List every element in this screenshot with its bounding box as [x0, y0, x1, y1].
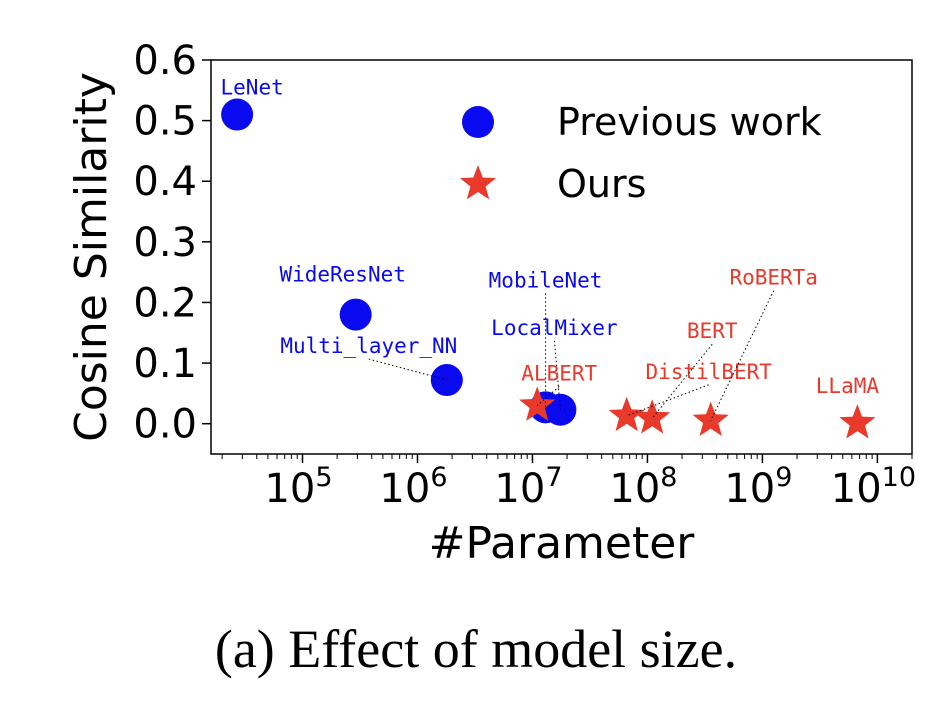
leader-line-distilbert: [626, 384, 709, 417]
axes: 0.0 0.1 0.2 0.3 0.4 0.5 0.6 105 106 107 108 109 1010: [133, 38, 916, 512]
y-axis-label: Cosine Similarity: [66, 72, 117, 442]
legend-entry-ours: Ours: [459, 162, 646, 206]
point-label-roberta: RoBERTa: [729, 266, 818, 290]
legend-star-marker: [459, 165, 497, 200]
point-label-wideresnet: WideResNet: [279, 263, 405, 287]
plot-frame: [210, 59, 913, 455]
point-labels: LeNet WideResNet Multi_layer_NN MobileNet Lo…: [221, 76, 880, 421]
x-tick-label: 1010: [831, 462, 916, 512]
point-label-localmixer: LocalMixer: [491, 316, 617, 340]
point-label-multi-layer-nn: Multi_layer_NN: [280, 334, 457, 358]
y-tick-label: 0.3: [133, 220, 197, 266]
y-tick-label: 0.1: [133, 341, 197, 387]
point-star-albert: [519, 386, 556, 421]
legend-entry-previous-work: Previous work: [462, 100, 822, 144]
point-circle-lenet: [221, 98, 254, 131]
point-label-mobilenet: MobileNet: [489, 268, 603, 292]
point-label-albert: ALBERT: [521, 362, 597, 386]
point-star-roberta: [692, 401, 729, 437]
figure-caption: (a) Effect of model size.: [214, 619, 738, 679]
point-star-distilbert: [608, 396, 645, 432]
model-size-scatter-chart: LeNet WideResNet Multi_layer_NN MobileNet Lo…: [66, 38, 916, 569]
y-tick-label: 0.2: [133, 280, 197, 326]
point-star-bert: [634, 399, 671, 434]
point-circle-wideresnet: [339, 298, 372, 331]
legend-circle-marker: [462, 106, 494, 138]
x-tick-label: 106: [379, 462, 447, 512]
y-tick-label: 0.4: [133, 159, 197, 205]
data-points: [221, 98, 876, 439]
leader-line-albert: [536, 386, 560, 406]
y-tick-label: 0.6: [133, 38, 197, 84]
x-tick-label: 109: [724, 462, 792, 512]
point-label-llama: LLaMA: [816, 374, 880, 398]
point-star-llama: [839, 404, 876, 439]
x-tick-label: 108: [609, 462, 677, 512]
point-label-lenet: LeNet: [221, 76, 284, 100]
x-axis-label: #Parameter: [429, 518, 696, 569]
point-label-distilbert: DistilBERT: [645, 360, 772, 384]
leader-line-multi-layer-nn: [368, 358, 447, 381]
legend: Previous work Ours: [459, 100, 822, 206]
point-label-bert: BERT: [687, 319, 738, 343]
leader-line-roberta: [710, 290, 775, 421]
y-tick-label: 0.5: [133, 99, 197, 145]
series-ours: [519, 386, 876, 439]
legend-label: Previous work: [557, 100, 822, 144]
x-tick-label: 105: [264, 462, 332, 512]
y-tick-label: 0.0: [133, 402, 197, 448]
x-tick-label: 107: [494, 462, 562, 512]
legend-label: Ours: [557, 162, 646, 206]
